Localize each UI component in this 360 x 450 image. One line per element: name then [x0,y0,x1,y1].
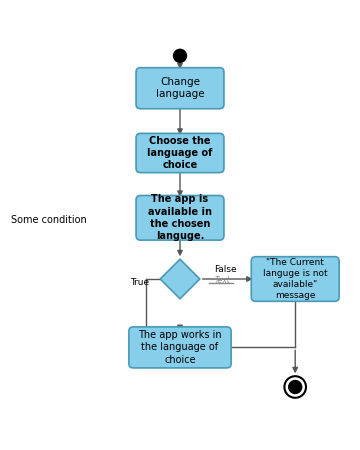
FancyBboxPatch shape [136,133,224,173]
FancyBboxPatch shape [136,195,224,240]
Text: True: True [130,278,149,287]
Text: Text: Text [214,276,230,285]
Text: Choose the
language of
choice: Choose the language of choice [147,135,213,171]
FancyBboxPatch shape [251,256,339,302]
Text: Some condition: Some condition [11,215,86,225]
FancyBboxPatch shape [129,327,231,368]
Text: "The Current
languge is not
available"
message: "The Current languge is not available" m… [263,258,328,300]
Circle shape [174,50,186,62]
Polygon shape [160,259,200,299]
Text: Change
language: Change language [156,77,204,99]
Text: The app works in
the language of
choice: The app works in the language of choice [138,330,222,365]
FancyBboxPatch shape [136,68,224,109]
Text: The app is
available in
the chosen
languge.: The app is available in the chosen langu… [148,194,212,241]
Circle shape [289,381,302,393]
Text: False: False [214,266,237,274]
